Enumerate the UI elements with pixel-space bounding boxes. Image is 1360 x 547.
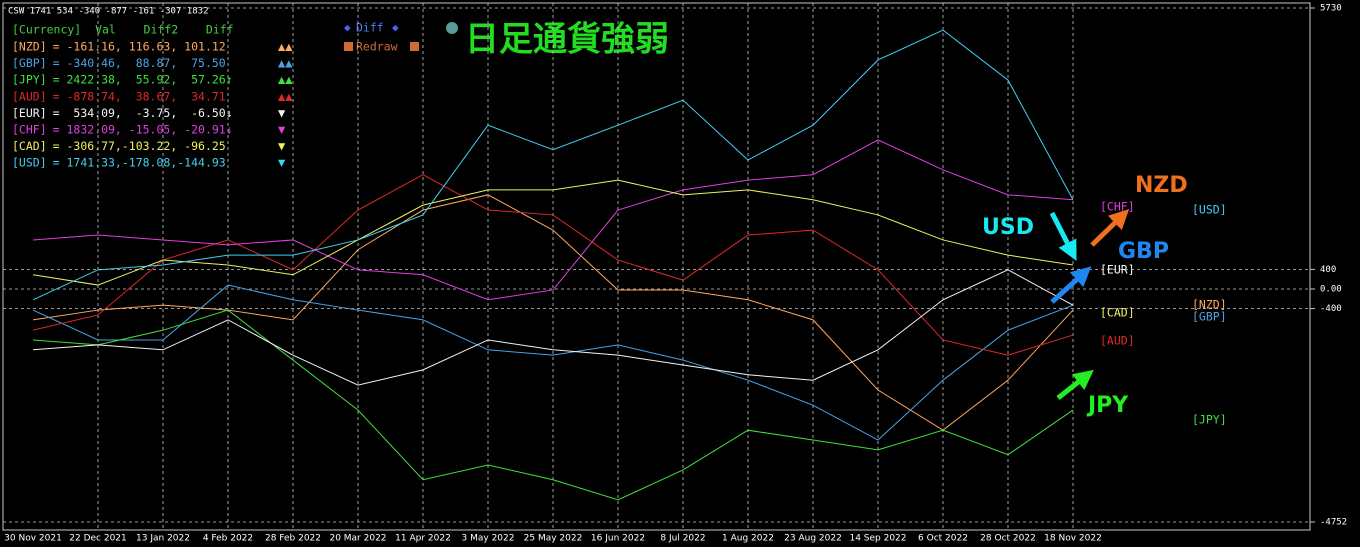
legend-signal: ▲▲ bbox=[278, 56, 293, 70]
x-tick-label: 6 Oct 2022 bbox=[918, 534, 968, 544]
legend-name: [GBP] bbox=[12, 56, 47, 70]
diff-button[interactable]: ◆ Diff ◆ bbox=[344, 21, 399, 35]
plot-area: 5730 400 0.00 -400 -4752 30 Nov 2021 22 Dec 20… bbox=[3, 3, 1347, 544]
legend-name: [CHF] bbox=[12, 123, 47, 137]
arrow bbox=[1050, 266, 1092, 304]
legend-header: [Currency] Val Diff2 Diff bbox=[12, 23, 234, 37]
button-icon bbox=[410, 42, 419, 51]
legend-signal: ▼ bbox=[278, 156, 286, 170]
series-line bbox=[32, 29, 1074, 301]
series-line bbox=[32, 194, 1074, 431]
series-end-label: [USD] bbox=[1192, 203, 1227, 217]
button-label[interactable]: Diff bbox=[356, 21, 384, 35]
button-icon: ◆ bbox=[344, 21, 351, 34]
x-tick-label: 8 Jul 2022 bbox=[660, 534, 705, 544]
annotation: GBP bbox=[1118, 239, 1169, 264]
series-line bbox=[32, 269, 1074, 386]
legend-name: [CAD] bbox=[12, 139, 47, 153]
legend-name: [USD] bbox=[12, 156, 47, 170]
series-end-label: [AUD] bbox=[1100, 334, 1135, 348]
x-tick-label: 16 Jun 2022 bbox=[591, 534, 645, 544]
y-tick-label: 400 bbox=[1320, 265, 1336, 275]
x-tick-label: 3 May 2022 bbox=[462, 534, 515, 544]
arrow bbox=[1056, 369, 1094, 400]
series-line bbox=[32, 284, 1074, 441]
series-line bbox=[32, 139, 1074, 301]
x-tick-label: 23 Aug 2022 bbox=[784, 534, 842, 544]
legend-stats: = 534.09, -3.75, -6.50↓ bbox=[53, 106, 233, 120]
legend-name: [AUD] bbox=[12, 89, 47, 103]
annotation: USD bbox=[982, 215, 1034, 240]
x-tick-label: 28 Oct 2022 bbox=[980, 534, 1036, 544]
y-tick-label: -4752 bbox=[1320, 518, 1347, 528]
legend-stats: = 2422.38, 55.92, 57.26↑ bbox=[53, 73, 233, 87]
chart-title: 日足通貨強弱 bbox=[465, 20, 669, 60]
indicator-label: CSW 1741 534 -340 -877 -161 -307 1832 bbox=[8, 7, 208, 17]
y-tick-label: -400 bbox=[1320, 304, 1342, 314]
x-tick-label: 13 Jan 2022 bbox=[136, 534, 190, 544]
plot-frame bbox=[2, 2, 1311, 531]
legend-stats: = 1741.33,-178.08,-144.93 bbox=[53, 156, 226, 170]
legend-signal: ▲▲ bbox=[278, 73, 293, 87]
series-end-label: [CHF] bbox=[1100, 200, 1135, 214]
button-label[interactable]: Redraw bbox=[356, 40, 398, 54]
x-tick-label: 4 Feb 2022 bbox=[203, 534, 253, 544]
x-tick-label: 1 Aug 2022 bbox=[722, 534, 774, 544]
series-end-label: [EUR] bbox=[1100, 263, 1135, 277]
y-tick-label: 5730 bbox=[1320, 4, 1342, 14]
arrow bbox=[1090, 209, 1130, 247]
series-end-label: [JPY] bbox=[1192, 413, 1227, 427]
x-tick-label: 18 Nov 2022 bbox=[1044, 534, 1102, 544]
x-tick-label: 28 Feb 2022 bbox=[265, 534, 321, 544]
series-end-label: [GBP] bbox=[1192, 310, 1227, 324]
button-icon bbox=[344, 42, 353, 51]
legend-name: [NZD] bbox=[12, 40, 47, 54]
series-line bbox=[32, 179, 1074, 286]
annotation: NZD bbox=[1135, 173, 1188, 198]
legend-stats: = -878.74, 38.67, 34.71 bbox=[53, 89, 226, 103]
legend-name: [EUR] bbox=[12, 106, 47, 120]
x-tick-label: 20 Mar 2022 bbox=[329, 534, 386, 544]
legend-stats: = -340.46, 88.87, 75.50 bbox=[53, 56, 226, 70]
legend-name: [JPY] bbox=[12, 73, 47, 87]
redraw-button[interactable]: Redraw bbox=[344, 40, 419, 54]
x-tick-label: 30 Nov 2021 bbox=[4, 534, 62, 544]
legend-stats: = 1832.09, -15.05, -20.91↓ bbox=[53, 123, 233, 137]
status-dot bbox=[446, 22, 458, 34]
legend-signal: ▼ bbox=[278, 123, 286, 137]
x-tick-label: 11 Apr 2022 bbox=[395, 534, 451, 544]
x-tick-label: 25 May 2022 bbox=[524, 534, 583, 544]
legend-signal: ▲▲ bbox=[278, 89, 293, 103]
annotation-arrows bbox=[1049, 209, 1130, 400]
annotation: JPY bbox=[1086, 393, 1129, 418]
legend-stats: = -306.77,-103.22, -96.25 bbox=[53, 139, 226, 153]
legend-stats: = -161.16, 116.63, 101.12 bbox=[53, 40, 226, 54]
series-end-label: [CAD] bbox=[1100, 306, 1135, 320]
x-tick-label: 22 Dec 2021 bbox=[69, 534, 127, 544]
series-line bbox=[32, 174, 1074, 356]
y-tick-label: 0.00 bbox=[1320, 284, 1342, 294]
x-tick-label: 14 Sep 2022 bbox=[849, 534, 906, 544]
arrow bbox=[1049, 211, 1077, 261]
series-line bbox=[32, 309, 1074, 501]
legend-signal: ▼ bbox=[278, 139, 286, 153]
legend-signal: ▼ bbox=[278, 106, 286, 120]
button-icon: ◆ bbox=[392, 21, 399, 34]
legend-signal: ▲▲ bbox=[278, 40, 293, 54]
series-end-label: [NZD] bbox=[1192, 298, 1227, 312]
